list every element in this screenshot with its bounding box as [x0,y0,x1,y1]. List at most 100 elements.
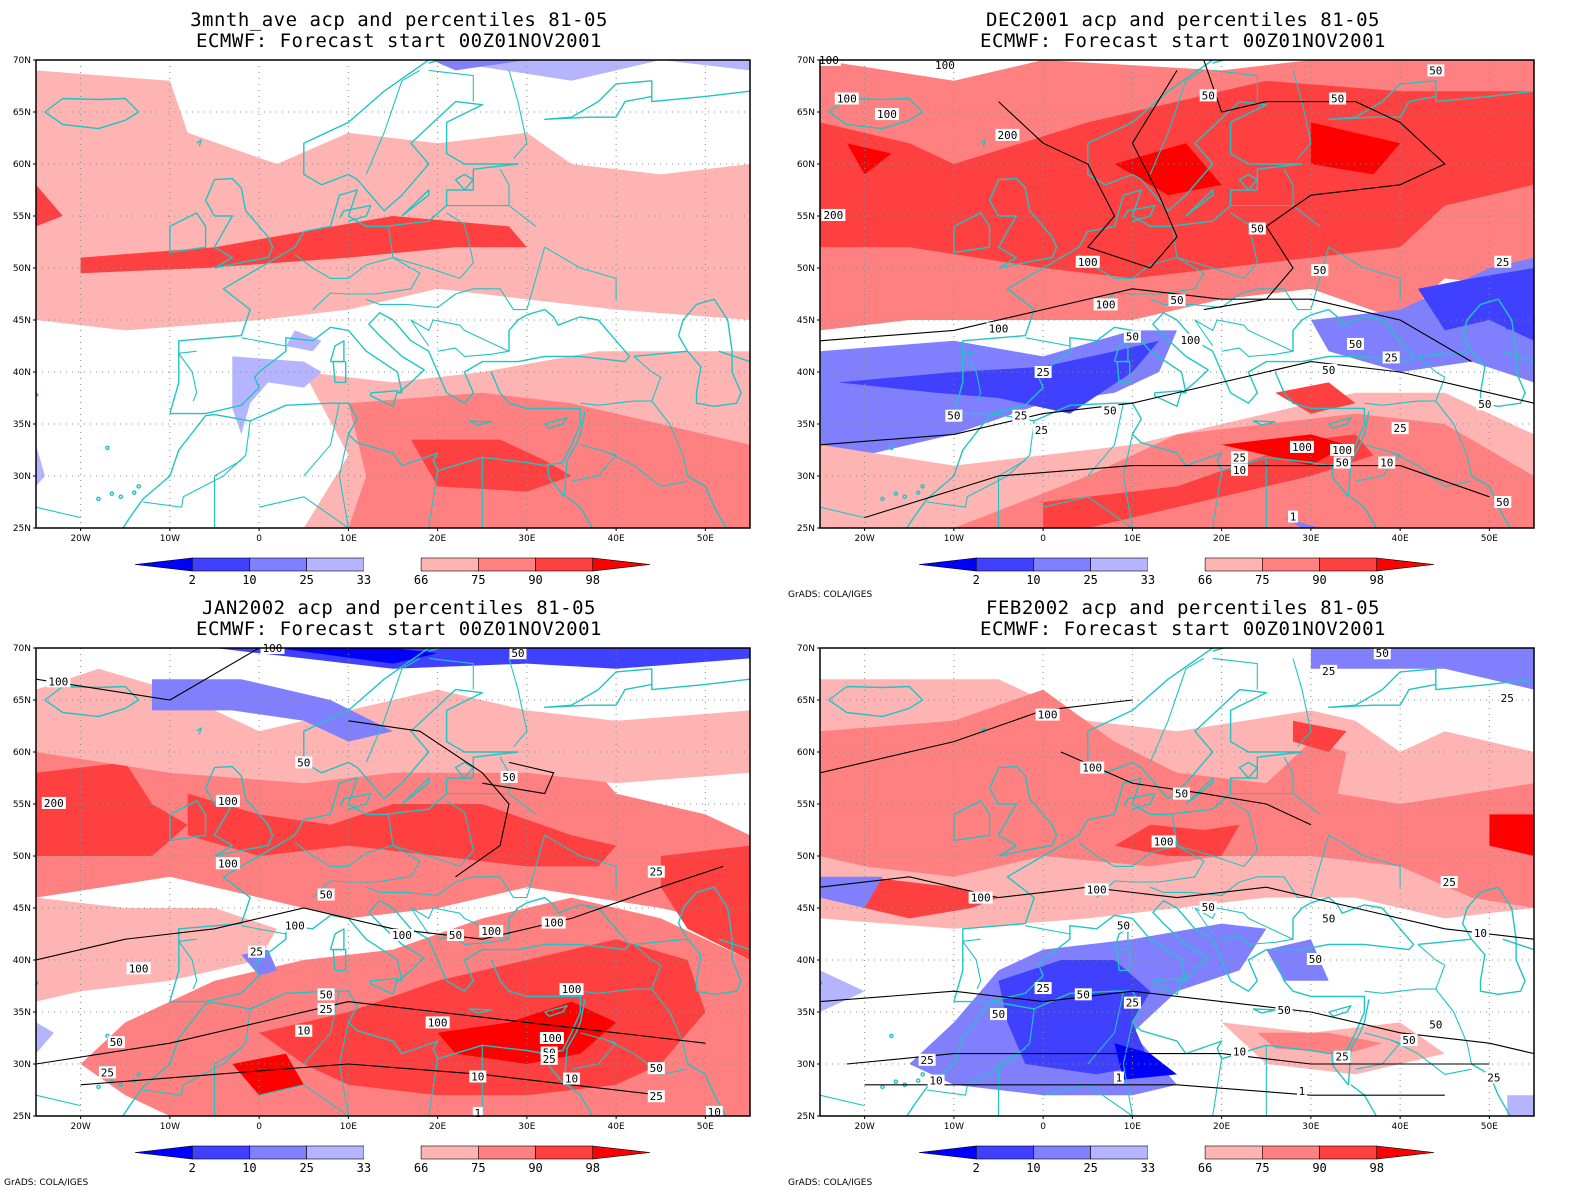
contour-label: 100 [1082,762,1102,775]
contour-label: 25 [1035,424,1048,437]
contour-label: 50 [319,988,332,1001]
island [8,386,11,389]
contour-label: 25 [1394,422,1407,435]
lat-tick-label: 70N [13,644,31,654]
colorbar-segment [192,558,249,571]
lat-tick-label: 40N [13,368,31,378]
lat-tick-label: 70N [797,56,815,66]
contour-label: 10 [565,1073,578,1086]
contour-label: 25 [650,866,663,879]
colorbar-label: 98 [586,1161,600,1175]
colorbar-segment [1320,558,1377,571]
contour-label: 25 [319,1003,332,1016]
contour-label: 100 [1096,298,1116,311]
contour-label: 100 [877,108,897,121]
contour-label: 50 [1077,988,1090,1001]
contour-label: 25 [920,1054,933,1067]
lon-tick-label: 20W [70,1122,90,1132]
lat-tick-label: 40N [797,956,815,966]
lon-tick-label: 10W [944,534,964,544]
colorbar-label: 10 [242,573,256,587]
panel-jan2002: JAN2002 acp and percentiles 81-05 ECMWF:… [0,588,798,1186]
contour-label: 50 [1170,294,1183,307]
contour-label: 25 [1487,1072,1500,1085]
border [900,1126,927,1147]
lat-tick-label: 50N [797,264,815,274]
colorbar-segment [1377,1146,1434,1159]
lat-tick-label: 60N [797,748,815,758]
contour-label: 1 [1299,1085,1306,1098]
colorbar-segment [192,1146,249,1159]
lon-tick-label: 10W [944,1122,964,1132]
contour-label: 50 [1335,456,1348,469]
lon-tick-label: 10W [160,1122,180,1132]
contour-label: 10 [1233,464,1246,477]
lat-tick-label: 60N [13,160,31,170]
lat-tick-label: 60N [13,748,31,758]
contour-label: 10 [1233,1046,1246,1059]
contour-label: 50 [502,771,515,784]
contour-label: 25 [1385,351,1398,364]
contour-label: 25 [543,1053,556,1066]
colorbar-label: 2 [973,573,980,587]
colorbar: 2 10 25 33 66 75 90 98 [919,558,1434,587]
colorbar-label: 66 [1198,573,1212,587]
island [25,385,28,388]
colorbar-label: 66 [414,573,428,587]
lon-tick-label: 50E [697,534,714,544]
contour-label: 50 [1175,788,1188,801]
contour-label: 25 [1037,982,1050,995]
lat-tick-label: 45N [13,316,31,326]
lat-tick-label: 50N [13,264,31,274]
map-jan2002: 100 501005050200 10010050100100 50 100100252… [0,588,798,1186]
lat-tick-label: 45N [797,316,815,326]
lon-tick-label: 40E [608,1122,625,1132]
colorbar-label: 75 [471,1161,485,1175]
colorbar-segment [135,1146,192,1159]
lon-tick-label: 40E [608,534,625,544]
panel-dec2001: DEC2001 acp and percentiles 81-05 ECMWF:… [784,0,1582,598]
contour-label: 1 [474,1107,481,1120]
lat-tick-label: 35N [13,420,31,430]
contour-label: 50 [1309,953,1322,966]
lon-tick-label: 0 [256,534,262,544]
colorbar-label: 98 [1370,573,1384,587]
colorbar-label: 10 [1026,1161,1040,1175]
colorbar-label: 25 [299,573,313,587]
lat-tick-label: 30N [797,472,815,482]
lon-tick-label: 20W [854,534,874,544]
map-dec2001: 100 1001001002002005050505010050501001005… [784,0,1582,598]
colorbar-segment [536,558,593,571]
contour-label: 25 [1335,1051,1348,1064]
island [792,974,795,977]
contour-label: 50 [1376,647,1389,660]
colorbar-segment [135,558,192,571]
contour-label: 10 [471,1070,484,1083]
contour-label: 50 [1429,64,1442,77]
colorbar-label: 25 [1083,573,1097,587]
colorbar-label: 10 [1026,573,1040,587]
colorbar-label: 66 [414,1161,428,1175]
colorbar-segment [593,1146,650,1159]
contour-label: 100 [989,322,1009,335]
lat-tick-label: 25N [13,1112,31,1122]
colorbar-label: 10 [242,1161,256,1175]
contour-label: 50 [1322,912,1335,925]
colorbar-segment [364,1146,421,1159]
colorbar-segment [249,1146,306,1159]
colorbar-segment [364,558,421,571]
lon-tick-label: 20E [429,1122,446,1132]
border [116,538,143,559]
contour-label: 100 [1332,444,1352,457]
contour-label: 100 [837,92,857,105]
contour-label: 50 [1126,331,1139,344]
colorbar-segment [307,1146,364,1159]
contour-label: 50 [1277,1004,1290,1017]
contour-label: 50 [1251,222,1264,235]
contour-label: 100 [1078,256,1098,269]
contour-label: 10 [708,1106,721,1119]
lon-tick-label: 30E [518,1122,535,1132]
contour-label: 50 [449,929,462,942]
colorbar-segment [1205,1146,1262,1159]
lat-tick-label: 55N [13,800,31,810]
